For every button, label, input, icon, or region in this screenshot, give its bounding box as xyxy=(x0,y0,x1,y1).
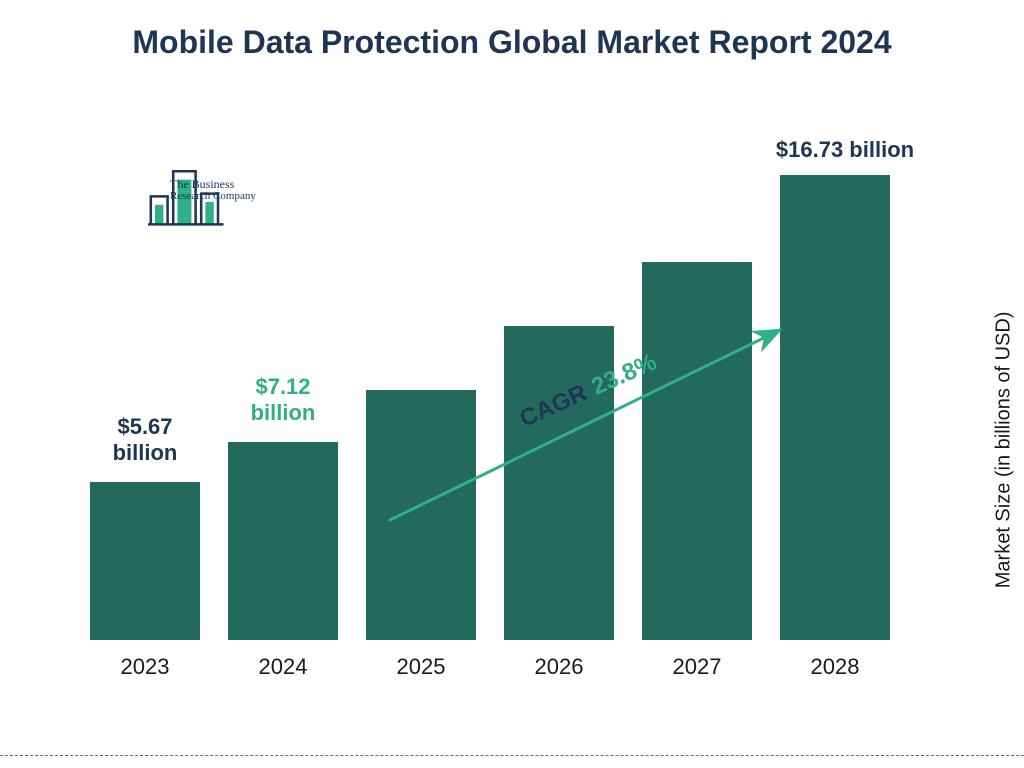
chart-title: Mobile Data Protection Global Market Rep… xyxy=(0,22,1024,62)
xtick-2023: 2023 xyxy=(90,654,200,680)
xtick-2026: 2026 xyxy=(504,654,614,680)
xtick-2028: 2028 xyxy=(780,654,890,680)
bar-chart: 2023 2024 2025 2026 2027 2028 $5.67 bill… xyxy=(90,140,920,700)
xtick-2027: 2027 xyxy=(642,654,752,680)
footer-divider xyxy=(0,755,1024,756)
xtick-2024: 2024 xyxy=(228,654,338,680)
cagr-arrow xyxy=(90,140,920,640)
xtick-2025: 2025 xyxy=(366,654,476,680)
y-axis-label: Market Size (in billions of USD) xyxy=(993,312,1016,589)
cagr-arrow-line xyxy=(390,330,780,520)
report-canvas: Mobile Data Protection Global Market Rep… xyxy=(0,0,1024,768)
